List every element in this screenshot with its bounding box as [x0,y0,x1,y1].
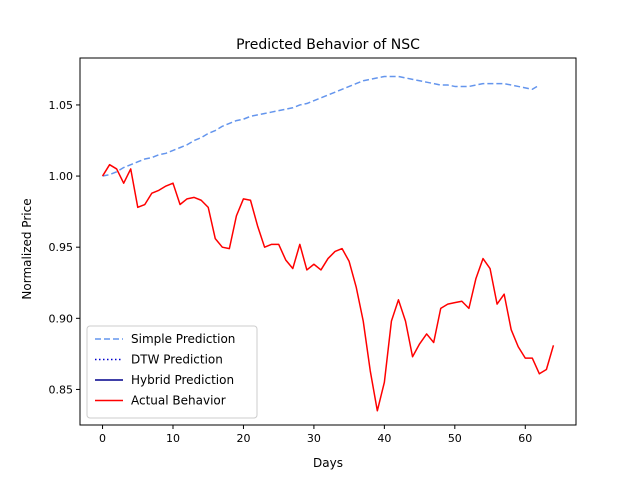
y-tick-label: 0.95 [49,241,74,254]
legend-label: Hybrid Prediction [131,373,234,387]
x-tick-label: 0 [99,432,106,445]
y-axis-label: Normalized Price [20,198,34,299]
chart-title: Predicted Behavior of NSC [236,37,420,53]
y-tick-label: 1.05 [49,99,74,112]
legend: Simple Prediction DTW Prediction Hybrid Pr… [86,325,258,419]
y-tick-label: 0.85 [49,383,74,396]
x-tick-label: 10 [166,432,180,445]
y-tick-label: 1.00 [49,170,74,183]
series-line-simple-prediction [102,75,540,177]
x-axis-ticks: 0 10 20 30 40 50 60 [99,425,532,445]
x-tick-label: 30 [307,432,321,445]
x-tick-label: 40 [377,432,391,445]
plot-area-frame [79,57,577,426]
series-line-actual-behavior [101,163,555,412]
x-tick-label: 50 [448,432,462,445]
series-layer [101,75,555,412]
legend-box [86,325,258,419]
x-tick-label: 60 [518,432,532,445]
legend-label: Actual Behavior [131,394,226,408]
legend-label: Simple Prediction [131,332,235,346]
y-tick-label: 0.90 [49,312,74,325]
x-axis-label: Days [313,456,343,470]
x-tick-label: 20 [236,432,250,445]
legend-label: DTW Prediction [131,353,223,367]
y-axis-ticks: 0.85 0.90 0.95 1.00 1.05 [49,99,80,396]
